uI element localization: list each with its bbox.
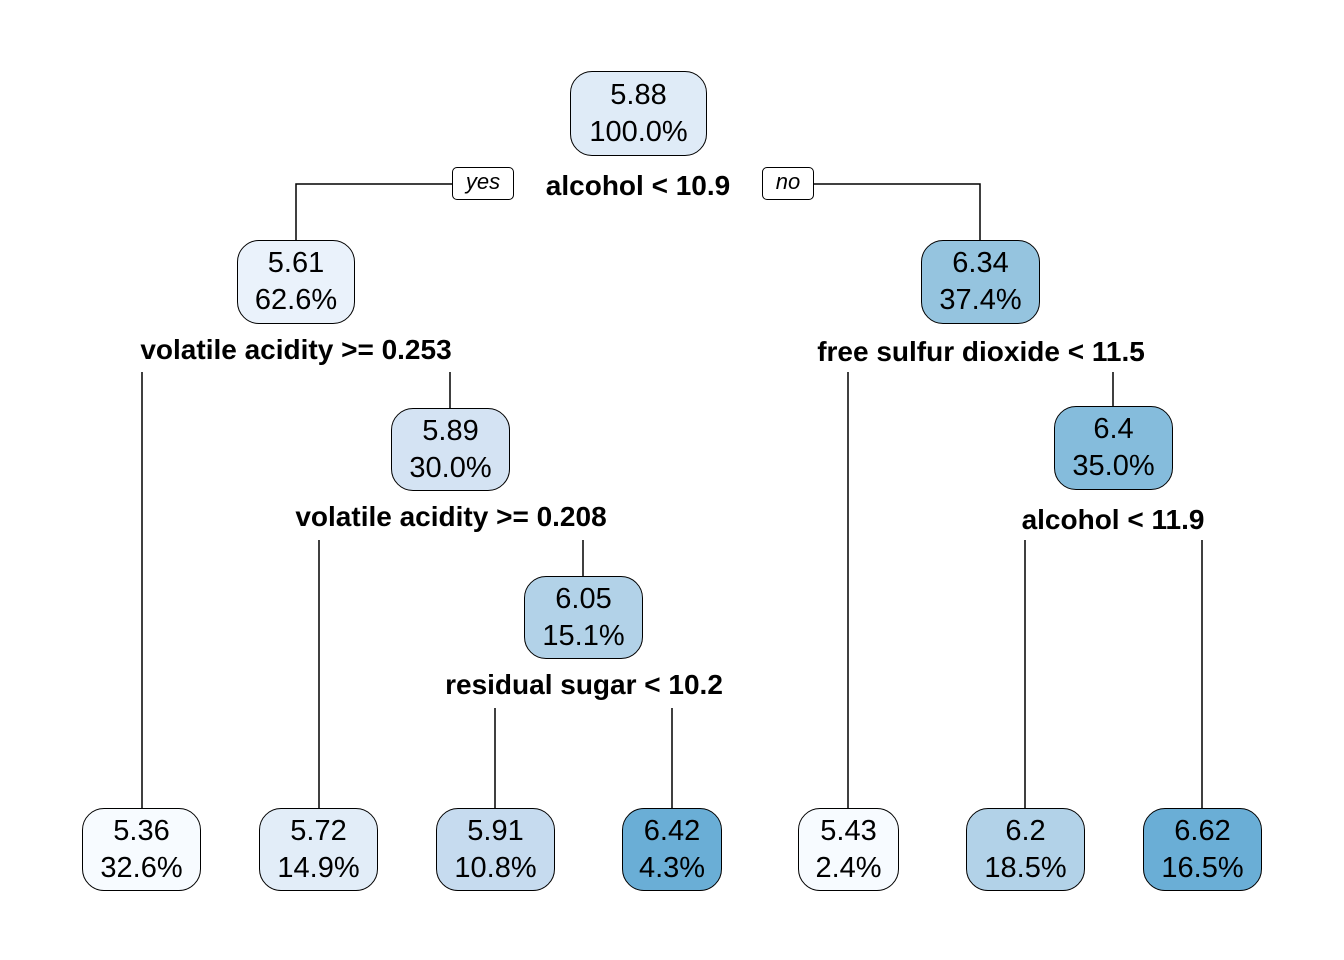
- split-n-l: volatile acidity >= 0.253: [140, 334, 452, 365]
- edge-root-right: [814, 183, 981, 240]
- node-percent: 14.9%: [277, 851, 360, 884]
- node-percent: 30.0%: [409, 451, 492, 484]
- node-n-r: 6.34 37.4%: [921, 240, 1040, 324]
- node-n-lrr: 6.05 15.1%: [524, 576, 643, 659]
- node-value: 5.36: [113, 814, 170, 847]
- leaf-node: 6.42 4.3%: [622, 808, 722, 891]
- node-root: 5.88 100.0%: [570, 71, 707, 156]
- node-n-l: 5.61 62.6%: [237, 240, 355, 324]
- leaf-node: 5.36 32.6%: [82, 808, 201, 891]
- node-value: 5.91: [467, 814, 524, 847]
- node-value: 6.05: [555, 582, 612, 615]
- edge-root-left: [295, 183, 452, 240]
- node-percent: 100.0%: [589, 115, 688, 148]
- node-value: 5.72: [290, 814, 347, 847]
- node-percent: 4.3%: [638, 851, 706, 884]
- node-percent: 15.1%: [542, 619, 625, 652]
- split-n-rr: alcohol < 11.9: [1021, 504, 1205, 535]
- node-percent: 10.8%: [454, 851, 537, 884]
- node-percent: 62.6%: [254, 284, 338, 316]
- leaf-node: 5.91 10.8%: [436, 808, 555, 891]
- split-n-lrr: residual sugar < 10.2: [445, 669, 723, 700]
- node-percent: 18.5%: [984, 851, 1067, 884]
- node-n-rr: 6.4 35.0%: [1054, 406, 1173, 490]
- leaf-node: 5.72 14.9%: [259, 808, 378, 891]
- node-percent: 32.6%: [100, 851, 183, 884]
- split-root: alcohol < 10.9: [545, 170, 731, 201]
- node-value: 6.42: [643, 814, 701, 847]
- node-percent: 16.5%: [1161, 851, 1244, 884]
- node-value: 6.4: [1093, 413, 1134, 445]
- node-value: 5.43: [820, 814, 877, 847]
- node-value: 6.34: [952, 247, 1009, 279]
- node-value: 5.61: [267, 247, 325, 279]
- leaf-node: 6.2 18.5%: [966, 808, 1085, 891]
- node-value: 6.62: [1174, 814, 1231, 847]
- leaf-node: 5.43 2.4%: [798, 808, 899, 891]
- node-percent: 35.0%: [1072, 450, 1155, 482]
- node-percent: 37.4%: [939, 284, 1022, 316]
- yes-label: yes: [452, 167, 514, 200]
- node-n-lr: 5.89 30.0%: [391, 408, 510, 491]
- leaf-node: 6.62 16.5%: [1143, 808, 1262, 891]
- node-percent: 2.4%: [815, 851, 882, 884]
- split-n-r: free sulfur dioxide < 11.5: [817, 336, 1145, 367]
- node-value: 5.89: [422, 414, 479, 447]
- split-n-lr: volatile acidity >= 0.208: [295, 501, 607, 532]
- node-value: 5.88: [610, 78, 667, 111]
- node-value: 6.2: [1005, 814, 1046, 847]
- no-label: no: [762, 167, 814, 200]
